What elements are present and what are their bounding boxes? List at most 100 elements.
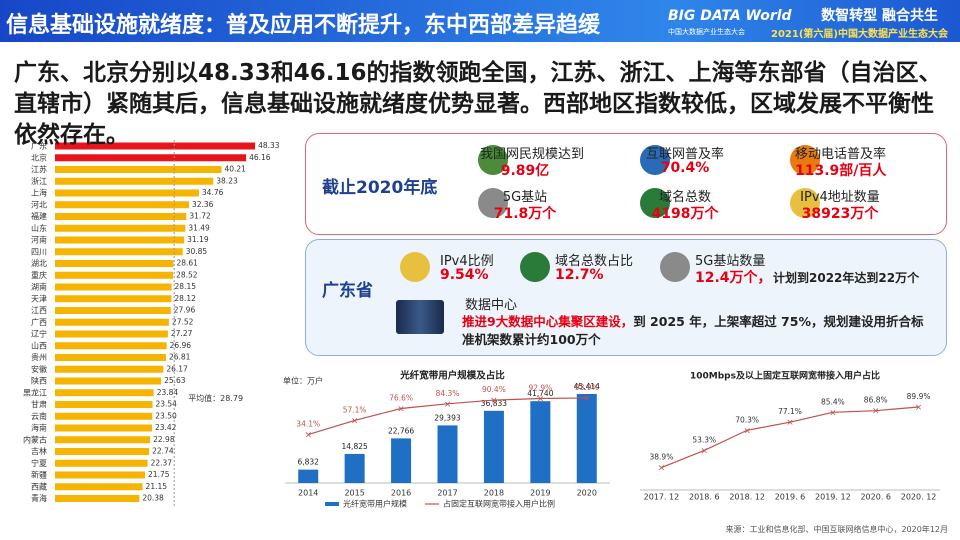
- value-label: 31.19: [187, 235, 209, 244]
- item-label: 域名总数: [658, 190, 711, 205]
- value-label: 30.85: [186, 247, 208, 256]
- value-label: 21.75: [148, 470, 170, 479]
- chart-title: 100Mbps及以上固定互联网宽带接入用户占比: [690, 370, 880, 382]
- event-name: 2021(第六届)中国大数据产业生态大会: [771, 29, 948, 40]
- value-label: 23.42: [155, 423, 177, 432]
- item-label: 数据中心: [465, 298, 518, 313]
- item-value: 38923万个: [801, 206, 879, 222]
- bar: [55, 260, 174, 267]
- item-icon: [400, 252, 430, 282]
- y-tick-label: 山东: [31, 223, 47, 233]
- y-tick-label: 贵州: [31, 352, 47, 362]
- item-value: 12.4万个，: [695, 270, 772, 286]
- value-label: 93.9%: [575, 383, 599, 392]
- value-label: 46.16: [249, 153, 271, 162]
- item-label: 互联网普及率: [645, 147, 724, 162]
- page-title: 信息基础设施就绪度：普及应用不断提升，东中西部差异趋缓: [6, 13, 601, 38]
- value-label: 27.52: [172, 317, 194, 326]
- bar: [576, 393, 597, 483]
- server-icon: [396, 300, 444, 334]
- bar: [55, 401, 153, 408]
- y-tick-label: 黑龙江: [23, 387, 47, 397]
- bar: [55, 377, 162, 385]
- y-tick-label: 广东: [31, 141, 47, 151]
- value-label: 27.96: [174, 306, 196, 315]
- national-card: [305, 133, 947, 235]
- unit-label: 单位：万户: [283, 376, 323, 386]
- bar: [55, 295, 172, 303]
- value-label: 85.4%: [821, 397, 845, 406]
- value-label: 89.9%: [907, 392, 931, 401]
- bar: [55, 307, 171, 314]
- marker: ×: [743, 426, 751, 436]
- y-tick-label: 浙江: [31, 176, 47, 186]
- y-tick-label: 河南: [31, 235, 47, 245]
- y-tick-label: 宁夏: [31, 458, 47, 468]
- bar: [55, 177, 214, 185]
- value-label: 31.49: [188, 223, 210, 232]
- value-label: 40.21: [224, 165, 246, 174]
- item-icon: [478, 188, 508, 218]
- value-label: 28.15: [175, 282, 197, 291]
- card-title: 广东省: [322, 281, 373, 301]
- item-icon: [478, 145, 508, 175]
- x-tick-label: 2018. 6: [689, 493, 720, 502]
- bar: [298, 469, 319, 483]
- y-tick-label: 广西: [31, 317, 47, 327]
- bar: [55, 166, 222, 173]
- summary: 广东、北京分别以48.33和46.16的指数领跑全国，江苏、浙江、上海等东部省（…: [14, 60, 942, 148]
- x-tick-label: 2019. 12: [815, 493, 851, 502]
- y-tick-label: 四川: [31, 247, 47, 256]
- value-label: 38.23: [216, 176, 238, 185]
- x-tick-label: 2014: [298, 489, 318, 498]
- y-tick-label: 湖南: [31, 282, 47, 292]
- item-label: 域名总数占比: [555, 254, 634, 269]
- item-icon: [660, 252, 690, 282]
- item-icon: [790, 145, 820, 175]
- y-tick-label: 江西: [31, 306, 47, 315]
- y-tick-label: 重庆: [31, 270, 47, 280]
- x-tick-label: 2019. 6: [775, 493, 806, 502]
- chart-title: 光纤宽带用户规模及占比: [399, 370, 505, 382]
- item-label: 5G基站: [502, 190, 548, 205]
- value-label: 21.15: [146, 482, 168, 491]
- marker: ×: [583, 394, 591, 404]
- y-tick-label: 辽宁: [31, 329, 47, 339]
- bar: [344, 453, 365, 483]
- logo-subtitle: 中国大数据产业生态大会: [668, 28, 745, 36]
- marker: ×: [786, 418, 794, 428]
- bar: [55, 154, 247, 162]
- value-label: 57.1%: [343, 405, 367, 414]
- y-tick-label: 湖北: [31, 259, 47, 268]
- value-label: 22.74: [152, 447, 174, 456]
- item-icon: [790, 188, 820, 218]
- item-label: 移动电话普及率: [795, 147, 887, 162]
- y-tick-label: 山西: [31, 340, 47, 350]
- marker: ×: [701, 446, 709, 456]
- line: [661, 406, 919, 469]
- x-tick-label: 2016: [391, 489, 411, 498]
- item-icon: [640, 188, 670, 218]
- value-label: 14,825: [342, 442, 368, 451]
- bar: [55, 459, 148, 467]
- value-label: 53.3%: [692, 435, 716, 444]
- bar: [55, 236, 185, 244]
- value-label: 70.3%: [735, 415, 759, 424]
- bar: [55, 436, 151, 444]
- value-label: 28.52: [176, 270, 198, 279]
- item-value: 113.9部/百人: [795, 163, 887, 179]
- value-label: 34.1%: [296, 420, 320, 429]
- bar: [55, 448, 150, 455]
- bar: [55, 389, 154, 397]
- x-tick-label: 2017. 12: [644, 493, 680, 502]
- value-label: 28.61: [176, 259, 198, 268]
- value-label: 90.4%: [482, 385, 506, 394]
- value-label: 22.98: [153, 435, 175, 444]
- source: 来源：工业和信息化部、中国互联网络信息中心，2020年12月: [725, 525, 948, 534]
- bar: [55, 354, 166, 361]
- value-label: 48.33: [258, 141, 280, 150]
- x-tick-label: 2017: [437, 489, 457, 498]
- bar: [55, 412, 153, 420]
- bar: [55, 330, 168, 338]
- item-label: IPv4比例: [440, 254, 494, 269]
